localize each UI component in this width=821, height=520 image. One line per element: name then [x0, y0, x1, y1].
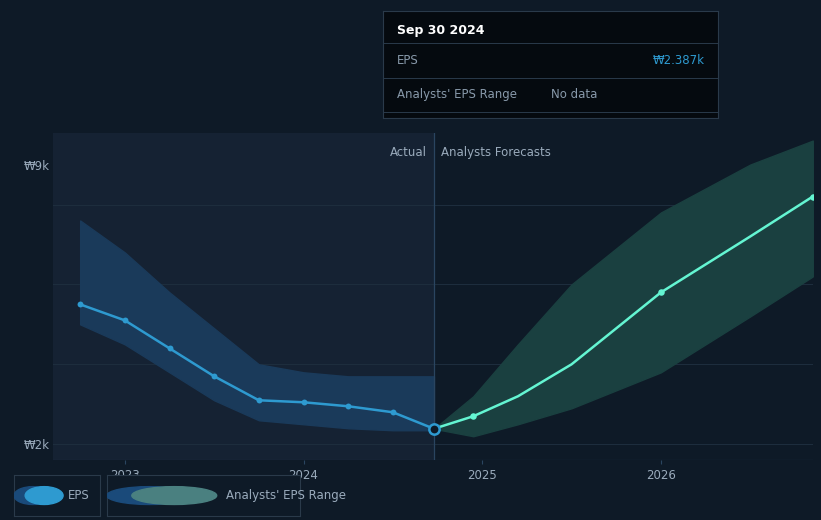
Text: Sep 30 2024: Sep 30 2024: [397, 24, 484, 37]
Point: [297, 398, 310, 407]
Point: [208, 372, 221, 381]
Text: Analysts' EPS Range: Analysts' EPS Range: [397, 88, 516, 101]
Circle shape: [14, 487, 52, 504]
Circle shape: [132, 487, 217, 504]
Text: Analysts Forecasts: Analysts Forecasts: [441, 146, 551, 159]
Circle shape: [107, 487, 191, 504]
Text: No data: No data: [551, 88, 597, 101]
Point: [428, 425, 441, 433]
Point: [342, 402, 355, 410]
Text: EPS: EPS: [397, 54, 419, 67]
Text: ₩2.387k: ₩2.387k: [653, 54, 705, 67]
Point: [806, 192, 819, 201]
Point: [118, 316, 131, 324]
Circle shape: [25, 487, 63, 504]
Bar: [53, 133, 434, 460]
Text: EPS: EPS: [67, 489, 89, 502]
Point: [163, 344, 176, 353]
Text: Actual: Actual: [390, 146, 427, 159]
Text: Analysts' EPS Range: Analysts' EPS Range: [227, 489, 346, 502]
Point: [654, 288, 667, 296]
Point: [74, 300, 87, 308]
Point: [428, 425, 441, 433]
Point: [252, 396, 265, 405]
Point: [387, 408, 400, 417]
Point: [466, 412, 479, 420]
